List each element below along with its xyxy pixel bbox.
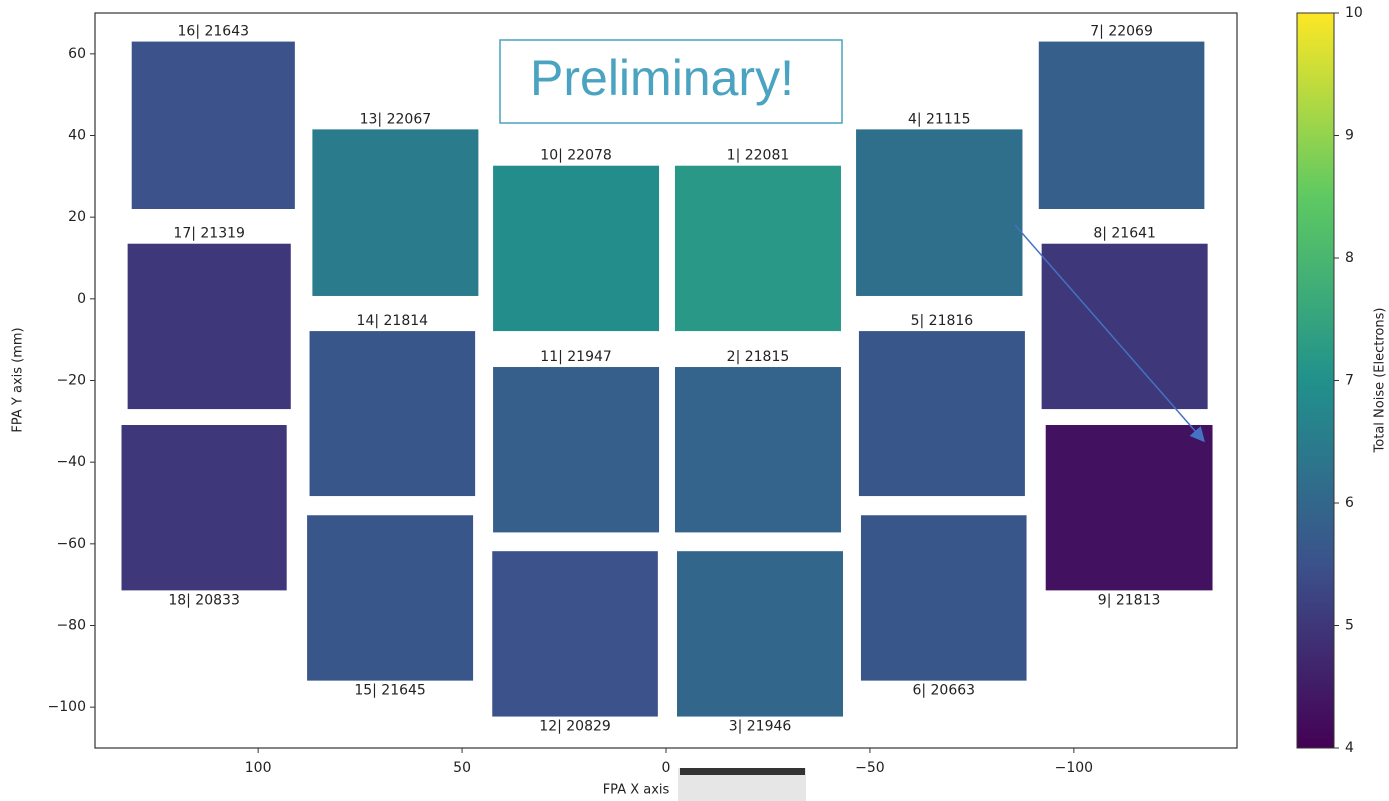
y-axis-label: FPA Y axis (mm): [11, 327, 26, 432]
detector-tile: [856, 129, 1022, 296]
colorbar-tick-label: 8: [1345, 250, 1354, 266]
x-tick-label: 100: [245, 760, 272, 776]
x-tick-label: −100: [1055, 760, 1093, 776]
x-tick-label: 50: [453, 760, 471, 776]
y-tick-label: −80: [56, 618, 86, 634]
tile-label: 10| 22078: [540, 148, 612, 164]
tile-label: 14| 21814: [357, 313, 429, 329]
colorbar-tick-label: 4: [1345, 740, 1354, 756]
colorbar-tick-label: 10: [1345, 5, 1363, 21]
colorbar-tick-label: 5: [1345, 618, 1354, 634]
detector-tile: [859, 331, 1025, 496]
colorbar-tick-label: 7: [1345, 373, 1354, 389]
tile-label: 18| 20833: [168, 592, 240, 608]
tile-label: 16| 21643: [178, 24, 250, 40]
detector-tile: [493, 367, 659, 532]
detector-tile: [128, 244, 291, 409]
tile-label: 9| 21813: [1098, 592, 1161, 608]
chart: 16| 21643 17| 21319 18| 20833 13| 22067 14| …: [0, 0, 1389, 801]
detector-tile: [677, 551, 843, 716]
y-tick-label: −100: [48, 699, 86, 715]
tile-label: 15| 21645: [354, 683, 426, 699]
overlay-bar: [680, 768, 805, 775]
detector-tile: [861, 515, 1027, 680]
tile-label: 2| 21815: [727, 349, 790, 365]
annotation: Preliminary!: [530, 50, 794, 106]
tile-label: 12| 20829: [539, 719, 611, 735]
detector-tile: [132, 42, 295, 209]
y-tick-label: 0: [77, 291, 86, 307]
colorbar-tick-label: 6: [1345, 495, 1354, 511]
detector-tile: [310, 331, 476, 496]
detector-tile: [307, 515, 473, 680]
x-axis-label: FPA X axis: [603, 783, 670, 798]
detector-tile: [675, 166, 841, 331]
y-tick-label: −60: [56, 536, 86, 552]
detector-tile: [1039, 42, 1205, 209]
x-tick-label: −50: [855, 760, 885, 776]
tile-label: 3| 21946: [729, 719, 792, 735]
colorbar-label: Total Noise (Electrons): [1373, 308, 1388, 454]
y-tick-label: −20: [56, 373, 86, 389]
colorbar-tick-label: 9: [1345, 128, 1354, 144]
detector-tile: [493, 166, 659, 331]
tile-label: 13| 22067: [360, 111, 432, 127]
tile-label: 1| 22081: [727, 148, 790, 164]
detector-tile: [675, 367, 841, 532]
tile-label: 5| 21816: [911, 313, 974, 329]
y-tick-label: 40: [68, 128, 86, 144]
tile-label: 17| 21319: [173, 226, 245, 242]
tile-label: 4| 21115: [908, 111, 971, 127]
detector-tile: [312, 129, 478, 296]
tile-label: 8| 21641: [1093, 226, 1156, 242]
detector-tile: [1042, 244, 1208, 409]
y-tick-label: −40: [56, 454, 86, 470]
x-tick-label: 0: [662, 760, 671, 776]
tile-label: 11| 21947: [540, 349, 612, 365]
detector-tile: [1046, 425, 1213, 590]
detector-tile: [492, 551, 658, 716]
y-tick-label: 60: [68, 46, 86, 62]
colorbar: [1297, 13, 1334, 748]
y-tick-label: 20: [68, 209, 86, 225]
tile-label: 7| 22069: [1090, 24, 1153, 40]
tile-label: 6| 20663: [912, 683, 975, 699]
detector-tile: [122, 425, 287, 590]
